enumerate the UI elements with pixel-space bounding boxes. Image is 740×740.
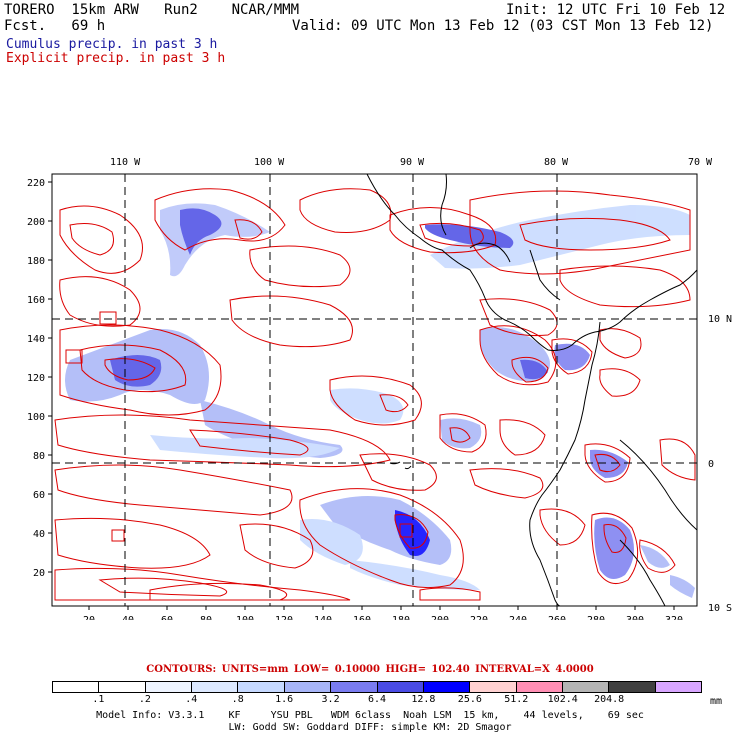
init-time: Init: 12 UTC Fri 10 Feb 12 [506, 2, 726, 18]
colorbar-tick-label: 204.8 [594, 694, 625, 705]
colorbar-swatch [377, 682, 424, 692]
grid-x-label: 200 [431, 615, 449, 620]
grid-x-label: 220 [470, 615, 488, 620]
grid-x-label: 320 [665, 615, 683, 620]
field-label-explicit: Explicit precip. in past 3 h [6, 51, 226, 66]
colorbar-tick-label: .4 [185, 694, 198, 705]
lon-label: 100 W [254, 157, 285, 168]
grid-y-label: 160 [27, 295, 45, 306]
grid-y-label: 40 [33, 529, 45, 540]
colorbar-swatch [284, 682, 332, 692]
grid-y-label: 140 [27, 334, 45, 345]
grid-x-label: 80 [200, 615, 212, 620]
colorbar-swatch [562, 682, 610, 692]
grid-x-label: 260 [548, 615, 566, 620]
colorbar-tick-label: 3.2 [321, 694, 340, 705]
bottom-axis-ticks [88, 606, 675, 610]
coastline [366, 174, 697, 606]
colorbar-tick-label: 6.4 [367, 694, 387, 705]
colorbar-tick-label: .8 [231, 694, 244, 705]
grid-y-label: 180 [27, 256, 45, 267]
longitude-labels: 110 W 100 W 90 W 80 W 70 W [110, 157, 713, 168]
latitude-labels: 10 N 0 10 S [708, 314, 732, 614]
graticule [52, 174, 697, 606]
colorbar-swatch [192, 682, 239, 692]
precip-shading [65, 203, 695, 598]
grid-x-label: 100 [236, 615, 254, 620]
grid-y-label: 220 [27, 178, 45, 189]
grid-y-label: 200 [27, 217, 45, 228]
grid-x-label: 180 [392, 615, 410, 620]
colorbar-swatch [516, 682, 563, 692]
model-info: Model Info: V3.3.1 KF YSU PBL WDM 6class… [0, 710, 740, 734]
colorbar-unit: mm [710, 696, 723, 707]
grid-x-label: 120 [275, 615, 293, 620]
colorbar-swatch [609, 682, 656, 692]
grid-x-label: 160 [353, 615, 371, 620]
grid-x-label: 240 [509, 615, 527, 620]
valid-time: Valid: 09 UTC Mon 13 Feb 12 (03 CST Mon … [292, 18, 714, 34]
lon-label: 110 W [110, 157, 141, 168]
grid-x-label: 280 [587, 615, 605, 620]
model-info-line1: Model Info: V3.3.1 KF YSU PBL WDM 6class… [96, 710, 644, 721]
lon-label: 90 W [400, 157, 425, 168]
colorbar-tick-label: 51.2 [504, 694, 529, 705]
grid-y-label: 80 [33, 451, 45, 462]
grid-y-label: 100 [27, 412, 45, 423]
left-grid-labels: 220 200 180 160 140 120 100 80 60 40 20 [27, 178, 45, 579]
grid-x-label: 20 [83, 615, 95, 620]
colorbar-swatch [238, 682, 285, 692]
lat-label: 0 [708, 459, 714, 470]
colorbar-swatch [470, 682, 517, 692]
colorbar-tick-label: 1.6 [275, 694, 294, 705]
model-title: TORERO 15km ARW Run2 NCAR/MMM [4, 2, 300, 18]
grid-y-label: 60 [33, 490, 45, 501]
bottom-grid-labels: 20 40 60 80 100 120 140 160 180 200 220 … [83, 615, 683, 626]
precip-map: 110 W 100 W 90 W 80 W 70 W 10 N 0 10 S 2… [0, 150, 740, 626]
grid-y-label: 20 [33, 568, 45, 579]
forecast-hour: Fcst. 69 h [4, 18, 106, 34]
colorbar-swatch [655, 682, 702, 692]
precip-contours [54, 188, 696, 601]
colorbar-tick-label: 12.8 [411, 694, 436, 705]
colorbar-tick-label: .1 [92, 694, 105, 705]
lat-label: 10 N [708, 314, 732, 325]
colorbar-swatch [99, 682, 146, 692]
grid-x-label: 140 [314, 615, 332, 620]
lon-label: 70 W [688, 157, 713, 168]
colorbar-swatch [53, 682, 100, 692]
colorbar-swatch [423, 682, 471, 692]
grid-x-label: 300 [626, 615, 644, 620]
colorbar-tick-label: 25.6 [457, 694, 482, 705]
colorbar-swatch [145, 682, 193, 692]
lat-label: 10 S [708, 603, 732, 614]
grid-x-label: 40 [122, 615, 134, 620]
field-label-cumulus: Cumulus precip. in past 3 h [6, 37, 218, 52]
colorbar-tick-label: .2 [138, 694, 151, 705]
colorbar [52, 681, 702, 693]
nest-boxes [65, 311, 413, 542]
colorbar-tick-label: 102.4 [547, 694, 578, 705]
grid-y-label: 120 [27, 373, 45, 384]
grid-x-label: 60 [161, 615, 173, 620]
contours-summary: CONTOURS: UNITS=mm LOW= 0.10000 HIGH= 10… [146, 664, 594, 675]
lon-label: 80 W [544, 157, 569, 168]
colorbar-labels: .1 .2 .4 .8 1.6 3.2 6.4 12.8 25.6 51.2 102.4 204.8 [52, 694, 702, 706]
colorbar-swatch [331, 682, 378, 692]
left-axis-ticks [48, 181, 52, 573]
model-info-line2: LW: Godd SW: Goddard DIFF: simple KM: 2D… [228, 722, 512, 733]
